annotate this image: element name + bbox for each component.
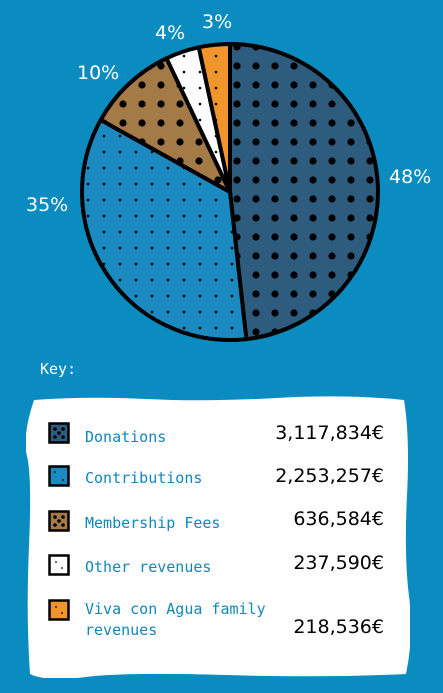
slice-label-membership-fees: 10% (77, 62, 120, 84)
legend-panel: Donations 3,117,834€ Contributions 2,253… (26, 396, 410, 678)
pie-slice-pattern-contributions (80, 117, 249, 342)
legend-value-membership-fees: 636,584€ (293, 508, 384, 530)
pie-chart: 48% 35% 10% 4% 3% (26, 11, 432, 342)
legend-value-contributions: 2,253,257€ (275, 465, 384, 487)
swatch-other-revenues (48, 554, 70, 576)
pie-slice-pattern-membership-fees (98, 56, 232, 194)
pie-slice-pattern-donations (228, 42, 380, 342)
legend-label-family-revenues: Viva con Agua family revenues (85, 600, 266, 639)
legend-value-other-revenues: 237,590€ (293, 552, 384, 574)
swatch-contributions (48, 465, 70, 487)
legend-panel-background (26, 396, 410, 678)
slice-label-contributions: 35% (26, 194, 69, 216)
slice-label-family-revenues: 3% (202, 11, 233, 33)
swatch-family-revenues (48, 599, 70, 621)
legend-value-donations: 3,117,834€ (275, 422, 384, 444)
legend-label-contributions: Contributions (85, 469, 203, 487)
pie-chart-svg (80, 42, 380, 342)
swatch-membership-fees (48, 510, 70, 532)
slice-label-other-revenues: 4% (155, 22, 186, 44)
slice-label-donations: 48% (389, 166, 432, 188)
legend-label-membership-fees: Membership Fees (85, 514, 221, 532)
legend-value-family-revenues: 218,536€ (293, 616, 384, 638)
pie-slice-pattern-family-revenues (196, 42, 232, 194)
swatch-donations (48, 422, 70, 444)
legend-label-other-revenues: Other revenues (85, 558, 212, 576)
legend-title: Key: (40, 360, 77, 378)
legend-label-donations: Donations (85, 428, 167, 446)
